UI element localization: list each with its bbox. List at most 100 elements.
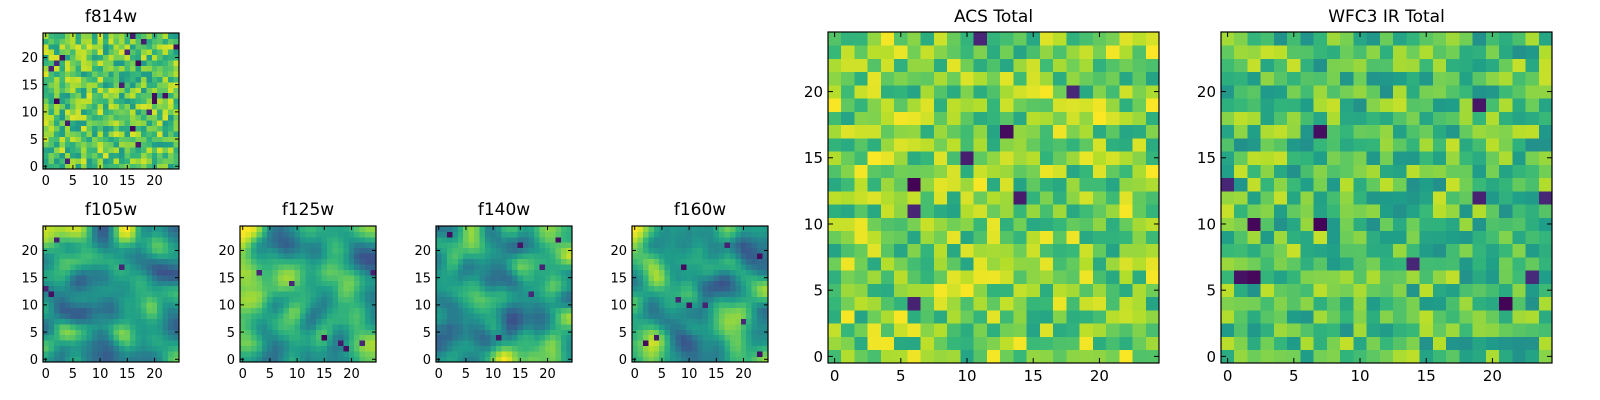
heatmap-cell [354,356,361,363]
heatmap-cell [1132,336,1147,351]
heatmap-cell [947,270,961,284]
heatmap-cell [495,231,502,238]
heatmap-cell [53,120,60,126]
heatmap-cell [1379,336,1394,351]
heatmap-cell [278,226,284,232]
heatmap-cells [828,32,1160,364]
heatmap-cell [43,103,49,110]
heatmap-cell [124,147,131,154]
heatmap-cell [48,38,55,45]
heatmap-cell [1472,164,1487,179]
heatmap-cell [550,329,557,336]
heatmap-cell [751,345,758,352]
heatmap-cell [555,242,562,249]
heatmap-cell [664,253,671,260]
heatmap-cell [91,318,98,325]
heatmap-cell [653,285,660,292]
heatmap-cell [283,351,290,357]
heatmap-cell [119,71,125,77]
heatmap-cell [173,253,180,260]
heatmap-cell [708,291,714,298]
heatmap-cell [468,323,475,330]
heatmap-cell [59,340,66,347]
heatmap-cell [686,280,693,287]
heatmap-cell [1092,124,1107,139]
heatmap-cell [828,71,842,86]
heatmap-cell [1039,257,1054,271]
heatmap-cell [157,264,164,270]
heatmap-cell [130,269,136,276]
heatmap-cell [933,323,948,337]
heatmap-cell [1145,296,1160,311]
heatmap-cell [457,269,464,276]
x-tick-label: 5 [896,367,906,385]
heatmap-cell [670,318,676,325]
heatmap-cell [140,125,147,132]
heatmap-cell [130,103,136,110]
heatmap-cell [680,285,687,292]
heatmap-cell [740,258,747,265]
heatmap-cell [146,76,153,83]
heatmap-cell [841,336,855,351]
heatmap-cell [653,329,660,336]
heatmap-cell [986,296,1001,311]
heatmap-cell [43,253,49,260]
heatmap-cell [162,345,169,352]
heatmap-cell [316,313,322,319]
heatmap-cell [157,60,164,67]
heatmap-cell [261,351,268,357]
heatmap-cell [151,291,158,298]
heatmap-cell [762,231,769,238]
heatmap-cell [365,340,371,347]
heatmap-cell [1472,32,1487,46]
heatmap-cell [468,258,475,265]
heatmap-cell [697,280,704,287]
heatmap-cell [151,114,158,121]
heatmap-cell [1079,58,1094,73]
heatmap-cell [256,329,263,336]
heatmap-cell [135,125,142,132]
heatmap-cell [828,296,842,311]
heatmap-cell [1432,283,1447,298]
heatmap-cell [348,323,355,330]
heatmap-cell [1132,204,1147,218]
heatmap-cell [91,356,98,363]
heatmap-cell [1106,98,1120,112]
heatmap-cell [272,253,279,260]
heatmap-cell [867,45,882,59]
heatmap-cell [240,280,246,287]
heatmap-cell [119,242,125,249]
heatmap-cell [81,356,87,363]
heatmap-cell [343,285,350,292]
heatmap-cell [146,253,153,260]
heatmap-cell [81,329,87,336]
heatmap-cell [348,236,355,243]
heatmap-cell [343,291,350,298]
heatmap-cell [697,345,704,352]
heatmap-cell [642,242,649,249]
heatmap-cell [495,323,502,330]
heatmap-cell [441,226,448,232]
heatmap-cell [484,334,491,341]
heatmap-cell [1406,243,1420,258]
heatmap-cell [1313,204,1328,218]
heatmap-cell [512,236,518,243]
heatmap-cell [632,351,638,357]
heatmap-cell [490,340,497,347]
heatmap-cell [70,231,77,238]
heatmap-cell [70,313,77,319]
heatmap-cell [1313,45,1328,59]
heatmap-cell [523,258,529,265]
heatmap-cell [517,242,524,249]
heatmap-cell [986,137,1001,152]
heatmap-cell [1393,164,1407,179]
heatmap-cell [102,49,109,56]
heatmap-cell [490,302,497,308]
heatmap-cell [960,257,975,271]
heatmap-cell [337,291,344,298]
heatmap-cell [261,340,268,347]
heatmap-cell [288,291,295,298]
heatmap-cell [146,109,153,115]
heatmap-cell [751,318,758,325]
heatmap-cell [1079,270,1094,284]
